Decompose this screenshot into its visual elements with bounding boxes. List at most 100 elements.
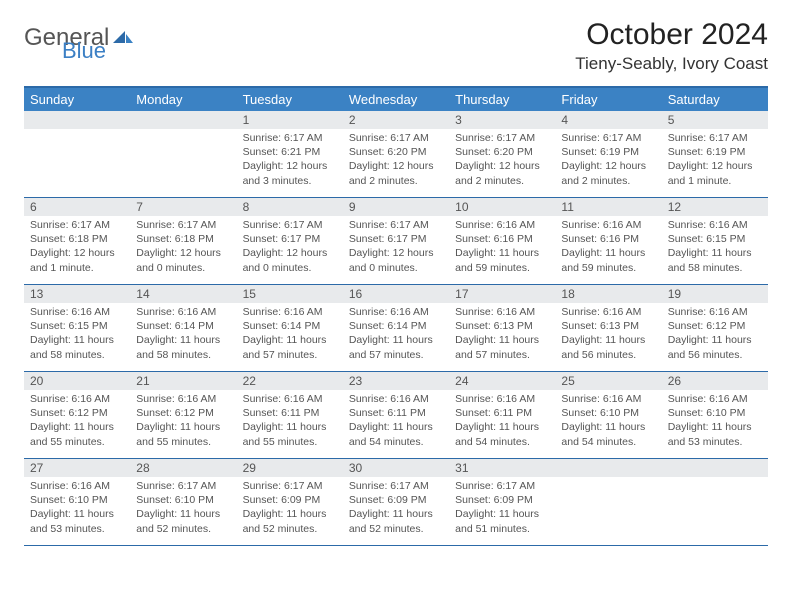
sunset-text: Sunset: 6:11 PM (349, 406, 443, 420)
day-number: 16 (343, 285, 449, 303)
sunset-text: Sunset: 6:19 PM (668, 145, 762, 159)
day-number: 19 (662, 285, 768, 303)
day-cell: 13Sunrise: 6:16 AMSunset: 6:15 PMDayligh… (24, 285, 130, 371)
sunset-text: Sunset: 6:12 PM (136, 406, 230, 420)
week-row: 1Sunrise: 6:17 AMSunset: 6:21 PMDaylight… (24, 111, 768, 198)
sunset-text: Sunset: 6:09 PM (455, 493, 549, 507)
sunset-text: Sunset: 6:20 PM (349, 145, 443, 159)
weekday-row: SundayMondayTuesdayWednesdayThursdayFrid… (24, 88, 768, 111)
sunrise-text: Sunrise: 6:16 AM (349, 305, 443, 319)
day-body: Sunrise: 6:17 AMSunset: 6:18 PMDaylight:… (130, 216, 236, 279)
day-cell (130, 111, 236, 197)
daylight-text: Daylight: 12 hours and 2 minutes. (561, 159, 655, 187)
sunrise-text: Sunrise: 6:16 AM (136, 392, 230, 406)
day-body: Sunrise: 6:17 AMSunset: 6:10 PMDaylight:… (130, 477, 236, 540)
day-cell: 4Sunrise: 6:17 AMSunset: 6:19 PMDaylight… (555, 111, 661, 197)
day-cell (24, 111, 130, 197)
sunrise-text: Sunrise: 6:17 AM (455, 479, 549, 493)
sunset-text: Sunset: 6:21 PM (243, 145, 337, 159)
daylight-text: Daylight: 11 hours and 58 minutes. (136, 333, 230, 361)
day-number: 15 (237, 285, 343, 303)
sunset-text: Sunset: 6:13 PM (455, 319, 549, 333)
day-cell: 3Sunrise: 6:17 AMSunset: 6:20 PMDaylight… (449, 111, 555, 197)
sunrise-text: Sunrise: 6:17 AM (243, 131, 337, 145)
daylight-text: Daylight: 11 hours and 51 minutes. (455, 507, 549, 535)
day-number: 9 (343, 198, 449, 216)
day-cell (555, 459, 661, 545)
day-body: Sunrise: 6:16 AMSunset: 6:14 PMDaylight:… (343, 303, 449, 366)
daylight-text: Daylight: 11 hours and 55 minutes. (136, 420, 230, 448)
sunrise-text: Sunrise: 6:17 AM (349, 131, 443, 145)
sunset-text: Sunset: 6:10 PM (668, 406, 762, 420)
daylight-text: Daylight: 11 hours and 56 minutes. (668, 333, 762, 361)
sunset-text: Sunset: 6:12 PM (30, 406, 124, 420)
week-row: 20Sunrise: 6:16 AMSunset: 6:12 PMDayligh… (24, 372, 768, 459)
sunrise-text: Sunrise: 6:16 AM (30, 392, 124, 406)
day-body: Sunrise: 6:16 AMSunset: 6:11 PMDaylight:… (343, 390, 449, 453)
day-body: Sunrise: 6:17 AMSunset: 6:17 PMDaylight:… (343, 216, 449, 279)
daylight-text: Daylight: 11 hours and 56 minutes. (561, 333, 655, 361)
day-number: 2 (343, 111, 449, 129)
daylight-text: Daylight: 11 hours and 57 minutes. (455, 333, 549, 361)
logo-text-blue: Blue (62, 38, 106, 64)
day-body (662, 477, 768, 483)
day-cell: 1Sunrise: 6:17 AMSunset: 6:21 PMDaylight… (237, 111, 343, 197)
sunset-text: Sunset: 6:12 PM (668, 319, 762, 333)
month-title: October 2024 (575, 18, 768, 52)
sunrise-text: Sunrise: 6:17 AM (243, 479, 337, 493)
day-cell: 14Sunrise: 6:16 AMSunset: 6:14 PMDayligh… (130, 285, 236, 371)
day-cell: 25Sunrise: 6:16 AMSunset: 6:10 PMDayligh… (555, 372, 661, 458)
day-number: 23 (343, 372, 449, 390)
day-cell: 5Sunrise: 6:17 AMSunset: 6:19 PMDaylight… (662, 111, 768, 197)
daylight-text: Daylight: 12 hours and 3 minutes. (243, 159, 337, 187)
sunset-text: Sunset: 6:10 PM (136, 493, 230, 507)
weekday-cell: Friday (555, 88, 661, 111)
day-number: 4 (555, 111, 661, 129)
sunset-text: Sunset: 6:15 PM (668, 232, 762, 246)
day-number: 27 (24, 459, 130, 477)
day-cell: 15Sunrise: 6:16 AMSunset: 6:14 PMDayligh… (237, 285, 343, 371)
sunrise-text: Sunrise: 6:16 AM (455, 218, 549, 232)
daylight-text: Daylight: 11 hours and 54 minutes. (561, 420, 655, 448)
weekday-cell: Tuesday (237, 88, 343, 111)
day-cell: 8Sunrise: 6:17 AMSunset: 6:17 PMDaylight… (237, 198, 343, 284)
sunrise-text: Sunrise: 6:16 AM (668, 392, 762, 406)
sunrise-text: Sunrise: 6:16 AM (668, 218, 762, 232)
sunrise-text: Sunrise: 6:17 AM (561, 131, 655, 145)
sunrise-text: Sunrise: 6:17 AM (243, 218, 337, 232)
day-number: 24 (449, 372, 555, 390)
day-number: 26 (662, 372, 768, 390)
sunset-text: Sunset: 6:16 PM (455, 232, 549, 246)
sunset-text: Sunset: 6:10 PM (30, 493, 124, 507)
day-number: 22 (237, 372, 343, 390)
daylight-text: Daylight: 11 hours and 58 minutes. (668, 246, 762, 274)
week-row: 6Sunrise: 6:17 AMSunset: 6:18 PMDaylight… (24, 198, 768, 285)
sunset-text: Sunset: 6:10 PM (561, 406, 655, 420)
day-body: Sunrise: 6:17 AMSunset: 6:17 PMDaylight:… (237, 216, 343, 279)
daylight-text: Daylight: 11 hours and 53 minutes. (668, 420, 762, 448)
sunrise-text: Sunrise: 6:16 AM (243, 305, 337, 319)
sunset-text: Sunset: 6:09 PM (243, 493, 337, 507)
sunrise-text: Sunrise: 6:16 AM (561, 392, 655, 406)
day-body (130, 129, 236, 135)
logo: General Blue (24, 18, 135, 52)
daylight-text: Daylight: 12 hours and 2 minutes. (455, 159, 549, 187)
day-body: Sunrise: 6:17 AMSunset: 6:18 PMDaylight:… (24, 216, 130, 279)
daylight-text: Daylight: 11 hours and 55 minutes. (30, 420, 124, 448)
sunrise-text: Sunrise: 6:17 AM (668, 131, 762, 145)
day-body: Sunrise: 6:16 AMSunset: 6:12 PMDaylight:… (662, 303, 768, 366)
sunset-text: Sunset: 6:11 PM (455, 406, 549, 420)
daylight-text: Daylight: 11 hours and 52 minutes. (349, 507, 443, 535)
day-cell: 12Sunrise: 6:16 AMSunset: 6:15 PMDayligh… (662, 198, 768, 284)
day-cell: 19Sunrise: 6:16 AMSunset: 6:12 PMDayligh… (662, 285, 768, 371)
day-cell: 20Sunrise: 6:16 AMSunset: 6:12 PMDayligh… (24, 372, 130, 458)
day-body: Sunrise: 6:16 AMSunset: 6:10 PMDaylight:… (24, 477, 130, 540)
sunset-text: Sunset: 6:17 PM (243, 232, 337, 246)
day-body: Sunrise: 6:16 AMSunset: 6:14 PMDaylight:… (237, 303, 343, 366)
sunrise-text: Sunrise: 6:16 AM (455, 305, 549, 319)
sail-icon (111, 29, 135, 47)
sunset-text: Sunset: 6:15 PM (30, 319, 124, 333)
day-cell: 9Sunrise: 6:17 AMSunset: 6:17 PMDaylight… (343, 198, 449, 284)
daylight-text: Daylight: 12 hours and 0 minutes. (243, 246, 337, 274)
day-body: Sunrise: 6:16 AMSunset: 6:15 PMDaylight:… (24, 303, 130, 366)
